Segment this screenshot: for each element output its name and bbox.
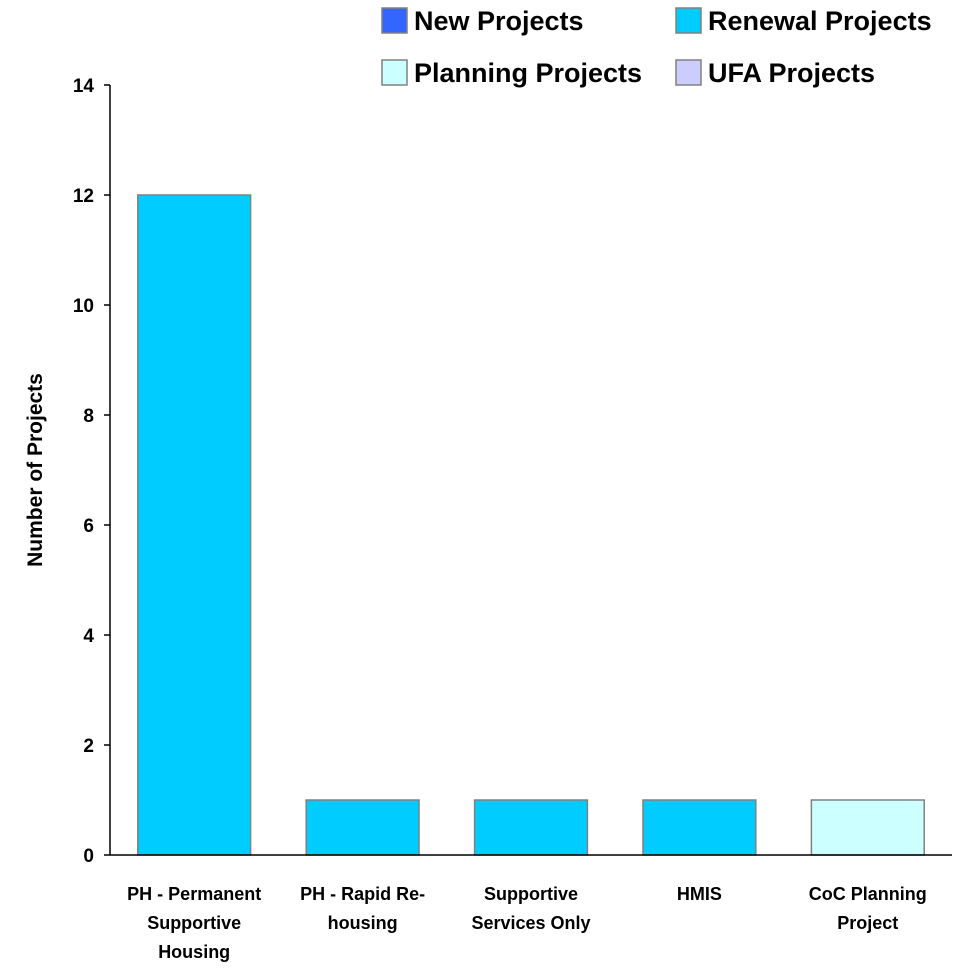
y-tick-label: 10 xyxy=(73,296,94,317)
legend: New Projects Renewal Projects Planning Pro… xyxy=(381,6,932,88)
bar xyxy=(305,799,420,856)
bar xyxy=(642,799,757,856)
bars xyxy=(137,194,925,856)
x-tick-label: PH - Permanent xyxy=(127,884,261,904)
x-axis-labels: PH - Permanent Supportive Housing PH - Rapi… xyxy=(127,884,927,962)
axes xyxy=(109,85,952,856)
y-tick-label: 12 xyxy=(73,186,94,207)
legend-label: Planning Projects xyxy=(414,58,642,88)
x-tick-label: PH - Rapid Re- xyxy=(300,884,425,904)
x-tick-label: HMIS xyxy=(677,884,722,904)
legend-label: Renewal Projects xyxy=(708,6,932,36)
legend-swatch xyxy=(381,7,408,34)
y-axis-ticks: 0 2 4 6 8 10 12 14 xyxy=(73,76,110,867)
y-tick-label: 2 xyxy=(83,736,94,757)
legend-label: UFA Projects xyxy=(708,58,875,88)
legend-swatch xyxy=(675,7,702,34)
bar xyxy=(473,799,589,856)
y-axis-title: Number of Projects xyxy=(24,373,47,567)
legend-label: New Projects xyxy=(414,6,584,36)
y-tick-label: 14 xyxy=(73,76,95,97)
y-tick-label: 6 xyxy=(83,516,94,537)
x-tick-label: Supportive xyxy=(147,913,241,933)
x-tick-label: Services Only xyxy=(471,913,590,933)
x-tick-label: Housing xyxy=(158,942,230,962)
x-tick-label: Project xyxy=(837,913,898,933)
bar xyxy=(810,799,925,856)
legend-swatch xyxy=(675,59,702,86)
bar xyxy=(137,194,252,856)
x-tick-label: Supportive xyxy=(484,884,578,904)
y-tick-label: 8 xyxy=(83,406,94,427)
y-tick-label: 0 xyxy=(83,846,94,867)
x-tick-label: housing xyxy=(328,913,398,933)
y-tick-label: 4 xyxy=(83,626,94,647)
legend-swatch xyxy=(381,59,408,86)
x-tick-label: CoC Planning xyxy=(809,884,927,904)
